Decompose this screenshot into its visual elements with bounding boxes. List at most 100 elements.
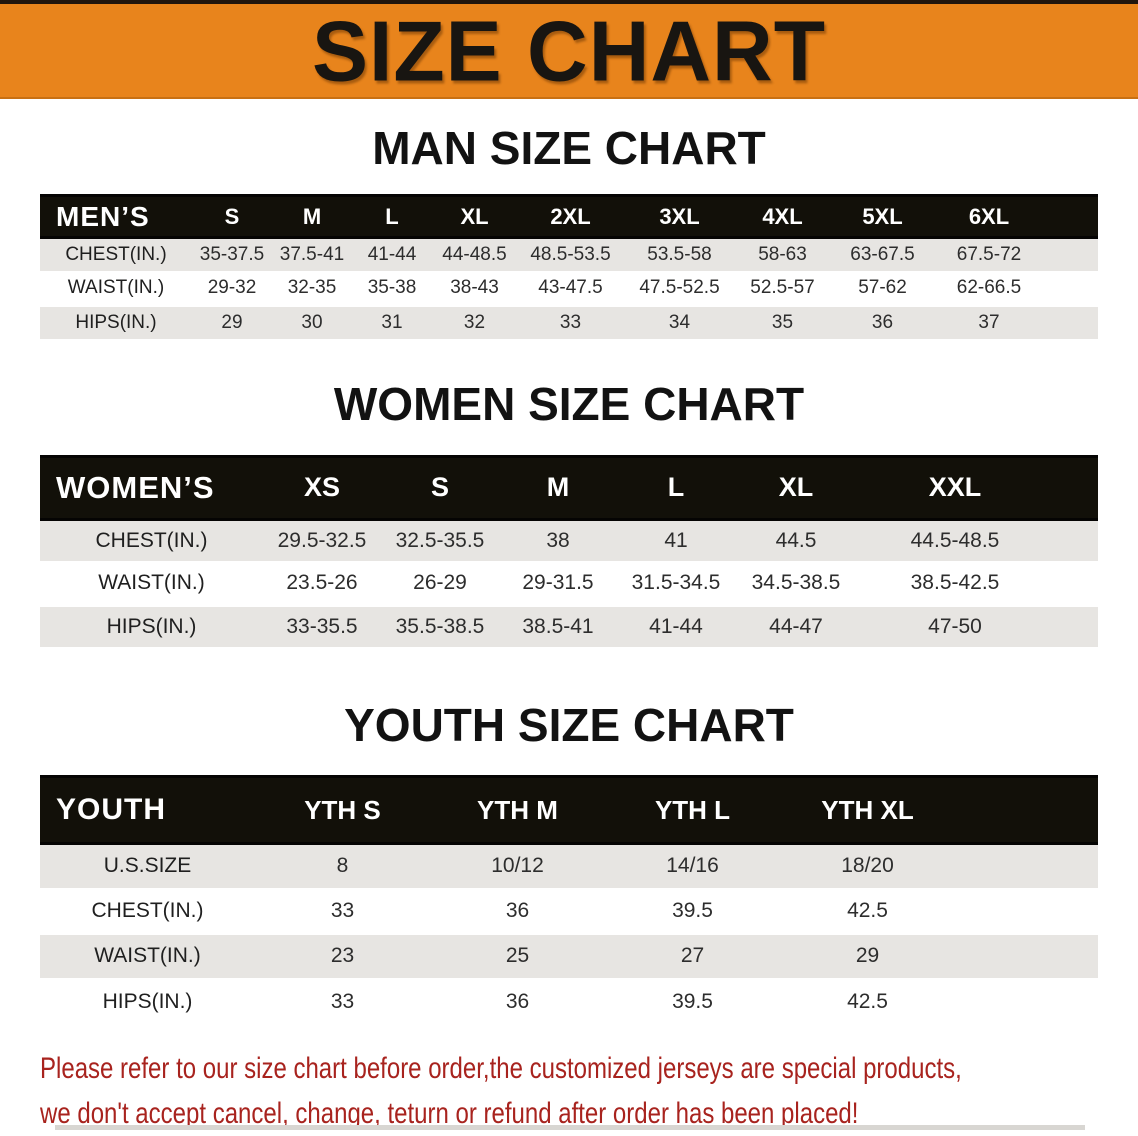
men-col-header: XL [432, 194, 517, 239]
size-cell: 14/16 [605, 842, 780, 890]
size-cell: 43-47.5 [517, 271, 624, 306]
women-header-row: WOMEN’S XS S M L XL XXL [40, 454, 1098, 521]
women-col-header: XL [735, 454, 857, 521]
size-cell: 33-35.5 [263, 603, 381, 649]
size-cell: 38.5-41 [499, 603, 617, 649]
order-disclaimer: Please refer to our size chart before or… [40, 1046, 1138, 1136]
size-cell: 25 [430, 932, 605, 980]
size-cell: 39.5 [605, 888, 780, 934]
youth-size-table: YOUTH YTH S YTH M YTH L YTH XL U.S.SIZE … [40, 775, 1098, 1024]
size-cell: 34.5-38.5 [735, 562, 857, 605]
size-cell: 34 [624, 304, 735, 341]
size-cell: 29.5-32.5 [263, 517, 381, 563]
size-cell: 35 [735, 304, 830, 341]
size-cell: 23 [255, 932, 430, 980]
size-cell: 37 [935, 304, 1043, 341]
size-cell: 29 [192, 304, 272, 341]
men-size-table: MEN’S S M L XL 2XL 3XL 4XL 5XL 6XL CHEST… [40, 194, 1098, 341]
filler-cell [955, 888, 1098, 934]
size-cell: 47-50 [857, 603, 1053, 649]
youth-header-label: YOUTH [40, 775, 255, 845]
youth-header-filler [955, 775, 1098, 845]
row-label: WAIST(IN.) [40, 562, 263, 605]
women-col-header: S [381, 454, 499, 521]
size-cell: 58-63 [735, 236, 830, 273]
size-cell: 23.5-26 [263, 562, 381, 605]
youth-header-row: YOUTH YTH S YTH M YTH L YTH XL [40, 775, 1098, 845]
row-label: HIPS(IN.) [40, 603, 263, 649]
size-cell: 38 [499, 517, 617, 563]
filler-cell [955, 842, 1098, 890]
filler-cell [1053, 562, 1098, 605]
men-col-header: M [272, 194, 352, 239]
filler-cell [1043, 271, 1098, 306]
youth-waist-row: WAIST(IN.) 23 25 27 29 [40, 932, 1098, 980]
filler-cell [1043, 236, 1098, 273]
banner-title: SIZE CHART [312, 4, 826, 99]
filler-cell [1053, 603, 1098, 649]
men-col-header: 3XL [624, 194, 735, 239]
size-cell: 32 [432, 304, 517, 341]
men-hips-row: HIPS(IN.) 29 30 31 32 33 34 35 36 37 [40, 304, 1098, 341]
size-cell: 67.5-72 [935, 236, 1043, 273]
men-header-filler [1043, 194, 1098, 239]
filler-cell [1053, 517, 1098, 563]
size-cell: 48.5-53.5 [517, 236, 624, 273]
men-col-header: 5XL [830, 194, 935, 239]
row-label: WAIST(IN.) [40, 932, 255, 980]
size-chart-banner: SIZE CHART [0, 4, 1138, 99]
size-cell: 37.5-41 [272, 236, 352, 273]
size-cell: 52.5-57 [735, 271, 830, 306]
size-cell: 8 [255, 842, 430, 890]
youth-ussize-row: U.S.SIZE 8 10/12 14/16 18/20 [40, 842, 1098, 890]
women-col-header: XS [263, 454, 381, 521]
size-cell: 38.5-42.5 [857, 562, 1053, 605]
size-cell: 31 [352, 304, 432, 341]
size-cell: 44.5 [735, 517, 857, 563]
row-label: HIPS(IN.) [40, 978, 255, 1024]
size-cell: 32-35 [272, 271, 352, 306]
size-cell: 38-43 [432, 271, 517, 306]
women-header-label: WOMEN’S [40, 454, 263, 521]
size-cell: 39.5 [605, 978, 780, 1024]
size-cell: 44-48.5 [432, 236, 517, 273]
men-col-header: 4XL [735, 194, 830, 239]
size-cell: 53.5-58 [624, 236, 735, 273]
size-cell: 41-44 [352, 236, 432, 273]
youth-hips-row: HIPS(IN.) 33 36 39.5 42.5 [40, 978, 1098, 1024]
size-cell: 47.5-52.5 [624, 271, 735, 306]
top-border-strip [0, 0, 1138, 4]
size-cell: 35.5-38.5 [381, 603, 499, 649]
size-cell: 57-62 [830, 271, 935, 306]
youth-col-header: YTH XL [780, 775, 955, 845]
filler-cell [1043, 304, 1098, 341]
size-cell: 33 [255, 978, 430, 1024]
size-cell: 35-37.5 [192, 236, 272, 273]
youth-section-heading: YOUTH SIZE CHART [344, 699, 794, 751]
size-cell: 44.5-48.5 [857, 517, 1053, 563]
filler-cell [955, 932, 1098, 980]
size-cell: 33 [517, 304, 624, 341]
size-cell: 35-38 [352, 271, 432, 306]
size-cell: 29-31.5 [499, 562, 617, 605]
men-col-header: L [352, 194, 432, 239]
size-cell: 41-44 [617, 603, 735, 649]
women-chest-row: CHEST(IN.) 29.5-32.5 32.5-35.5 38 41 44.… [40, 517, 1098, 563]
size-cell: 63-67.5 [830, 236, 935, 273]
women-header-filler [1053, 454, 1098, 521]
size-cell: 33 [255, 888, 430, 934]
youth-chest-row: CHEST(IN.) 33 36 39.5 42.5 [40, 888, 1098, 934]
size-cell: 30 [272, 304, 352, 341]
row-label: CHEST(IN.) [40, 888, 255, 934]
size-cell: 29-32 [192, 271, 272, 306]
disclaimer-line-2: we don't accept cancel, change, teturn o… [40, 1096, 859, 1130]
filler-cell [955, 978, 1098, 1024]
size-cell: 32.5-35.5 [381, 517, 499, 563]
men-header-row: MEN’S S M L XL 2XL 3XL 4XL 5XL 6XL [40, 194, 1098, 239]
size-cell: 26-29 [381, 562, 499, 605]
size-cell: 44-47 [735, 603, 857, 649]
disclaimer-line-1: Please refer to our size chart before or… [40, 1051, 962, 1085]
bottom-border-strip [55, 1125, 1085, 1130]
women-hips-row: HIPS(IN.) 33-35.5 35.5-38.5 38.5-41 41-4… [40, 603, 1098, 649]
men-chest-row: CHEST(IN.) 35-37.5 37.5-41 41-44 44-48.5… [40, 236, 1098, 273]
